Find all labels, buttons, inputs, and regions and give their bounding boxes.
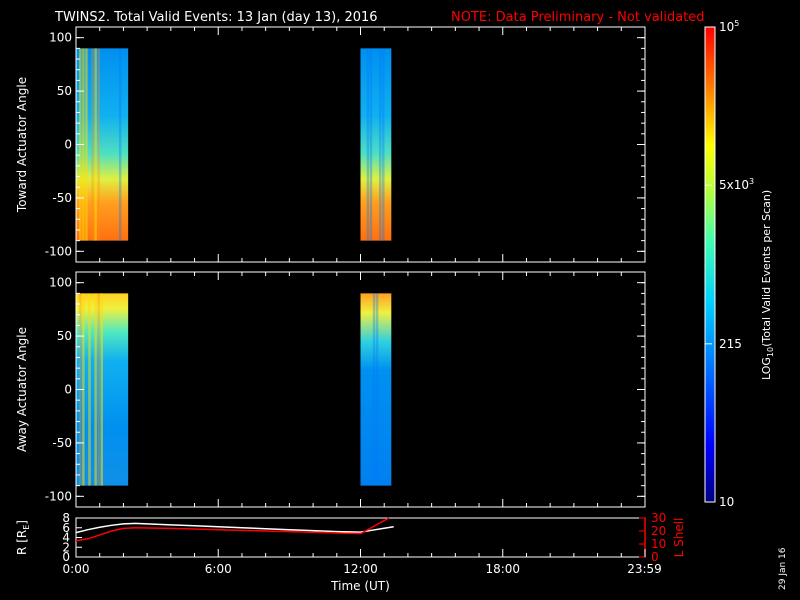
y-tick-label: 100 [49,31,72,45]
toward-panel: 100 50 0 -50 -100 Toward Actuator Angle [15,26,646,263]
y-tick-label: -50 [52,191,72,205]
right-tick-label: 20 [651,524,666,538]
x-tick-label: 18:00 [485,562,520,576]
r-series-line [75,522,394,534]
right-tick-label: 10 [651,537,666,551]
left-tick-label: 4 [62,531,70,545]
y-tick-label: 50 [57,84,72,98]
colorbar-label-log: LOG [760,357,773,380]
lshell-series-line [75,517,390,542]
left-tick-label: 6 [62,521,70,535]
colorbar-label-rest: (Total Valid Events per Scan) [760,190,773,347]
left-tick-label: 2 [62,540,70,554]
x-tick-label: 0:00 [63,562,90,576]
colorbar-tick-label: 215 [719,337,742,351]
y-axis-label: Away Actuator Angle [15,327,29,452]
left-tick-label: 0 [62,550,70,564]
colorbar-tick-label: 105 [719,19,739,34]
y-axis-label: Toward Actuator Angle [15,77,29,213]
right-tick-label: 30 [651,511,666,525]
y-tick-label: -100 [45,244,72,258]
colorbar-label: LOG10(Total Valid Events per Scan) [760,190,775,380]
colorbar-ticks: 10 215 5x103 105 [705,19,754,509]
x-tick-label: 12:00 [343,562,378,576]
x-axis-label: Time (UT) [330,579,390,593]
y-tick-label: -100 [45,489,72,503]
x-tick-label: 6:00 [205,562,232,576]
y-tick-label: 0 [64,383,72,397]
heatmap-block [360,293,392,486]
right-axis-label: L Shell [672,518,686,558]
away-panel: 100 50 0 -50 -100 Away Actuator Angle [15,271,646,508]
preliminary-note: NOTE: Data Preliminary - Not validated [451,10,705,25]
y-tick-label: 100 [49,276,72,290]
right-tick-label: 0 [651,550,659,564]
x-tick-label: 23:59 [627,562,662,576]
left-tick-label: 8 [62,511,70,525]
plot-title: TWINS2. Total Valid Events: 13 Jan (day … [54,10,378,25]
y-tick-label: 0 [64,138,72,152]
colorbar-tick-label: 5x103 [719,177,754,192]
colorbar-gradient [704,26,716,503]
left-axis-label: R [RE] [15,520,31,555]
date-stamp: 29 Jan 16 [778,547,788,590]
y-tick-label: 50 [57,329,72,343]
y-tick-label: -50 [52,436,72,450]
colorbar-label-sub: 10 [766,347,775,357]
heatmap-block [360,48,392,241]
colorbar-tick-label: 10 [719,495,734,509]
